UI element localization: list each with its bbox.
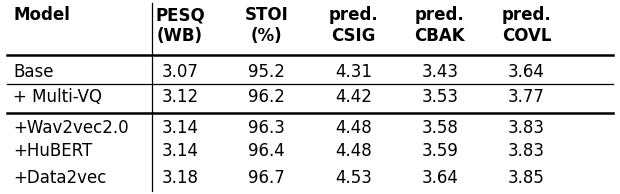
Text: 3.18: 3.18 — [162, 169, 198, 187]
Text: 3.14: 3.14 — [162, 142, 198, 160]
Text: 4.42: 4.42 — [335, 88, 372, 106]
Text: 3.64: 3.64 — [422, 169, 458, 187]
Text: +Wav2vec2.0: +Wav2vec2.0 — [13, 119, 129, 137]
Text: 3.53: 3.53 — [422, 88, 458, 106]
Text: 3.58: 3.58 — [422, 119, 458, 137]
Text: 3.64: 3.64 — [508, 63, 545, 81]
Text: +HuBERT: +HuBERT — [13, 142, 92, 160]
Text: +Data2vec: +Data2vec — [13, 169, 107, 187]
Text: 3.12: 3.12 — [162, 88, 198, 106]
Text: 3.85: 3.85 — [508, 169, 545, 187]
Text: 4.53: 4.53 — [335, 169, 372, 187]
Text: 3.83: 3.83 — [508, 142, 545, 160]
Text: 95.2: 95.2 — [248, 63, 285, 81]
Text: 3.07: 3.07 — [162, 63, 198, 81]
Text: 4.31: 4.31 — [335, 63, 372, 81]
Text: 96.2: 96.2 — [248, 88, 285, 106]
Text: pred.
CSIG: pred. CSIG — [329, 6, 378, 45]
Text: 3.83: 3.83 — [508, 119, 545, 137]
Text: Model: Model — [13, 6, 70, 24]
Text: 3.43: 3.43 — [422, 63, 458, 81]
Text: PESQ
(WB): PESQ (WB) — [155, 6, 205, 45]
Text: 96.4: 96.4 — [249, 142, 285, 160]
Text: 3.77: 3.77 — [508, 88, 545, 106]
Text: Base: Base — [13, 63, 53, 81]
Text: 4.48: 4.48 — [335, 142, 371, 160]
Text: + Multi-VQ: + Multi-VQ — [13, 88, 102, 106]
Text: 96.3: 96.3 — [248, 119, 285, 137]
Text: 4.48: 4.48 — [335, 119, 371, 137]
Text: pred.
CBAK: pred. CBAK — [415, 6, 465, 45]
Text: 3.59: 3.59 — [422, 142, 458, 160]
Text: pred.
COVL: pred. COVL — [502, 6, 551, 45]
Text: 3.14: 3.14 — [162, 119, 198, 137]
Text: STOI
(%): STOI (%) — [245, 6, 288, 45]
Text: 96.7: 96.7 — [249, 169, 285, 187]
